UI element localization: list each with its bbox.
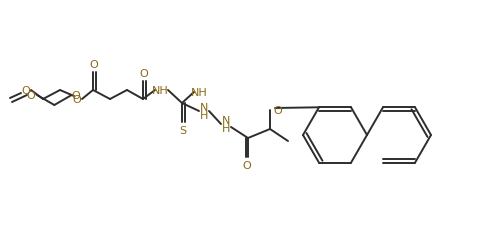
Text: S: S — [180, 126, 186, 136]
Text: N: N — [200, 102, 208, 113]
Text: O: O — [140, 69, 148, 79]
Text: O: O — [22, 86, 30, 96]
Text: O: O — [90, 60, 98, 70]
Text: NH: NH — [190, 88, 207, 98]
Text: O: O — [71, 91, 80, 101]
Text: N: N — [222, 116, 230, 126]
Text: O: O — [243, 160, 251, 170]
Text: O: O — [72, 94, 81, 104]
Text: H: H — [200, 110, 208, 120]
Text: H: H — [222, 124, 230, 134]
Text: O: O — [274, 106, 282, 116]
Text: O: O — [27, 91, 35, 101]
Text: NH: NH — [152, 86, 168, 96]
